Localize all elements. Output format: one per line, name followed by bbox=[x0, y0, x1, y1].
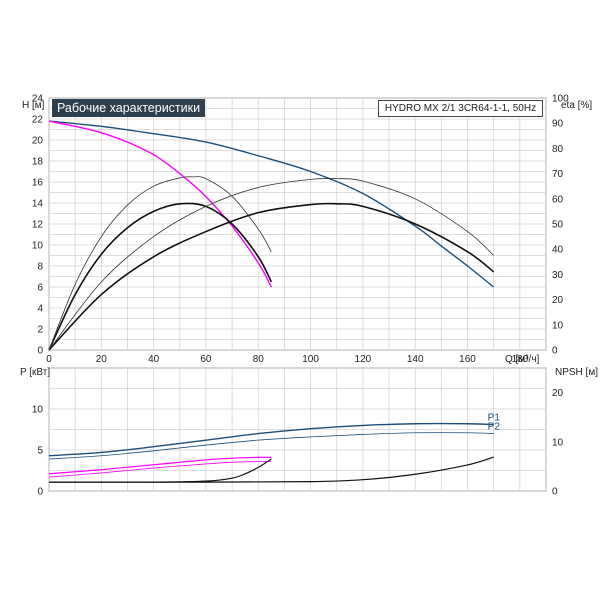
y-tick-label-h: 6 bbox=[37, 283, 43, 294]
y2-tick-label-eta: 40 bbox=[552, 245, 564, 256]
y-axis-label-p: P [кВт] bbox=[20, 367, 50, 378]
y2-tick-label-eta: 70 bbox=[552, 169, 564, 180]
x-tick-label: 140 bbox=[407, 354, 424, 365]
y-tick-label-h: 18 bbox=[32, 157, 44, 168]
bottom-curve-p-0 bbox=[48, 422, 494, 457]
series-label-p1: P1 bbox=[488, 413, 501, 424]
y-tick-label-h: 4 bbox=[37, 304, 43, 315]
y2-tick-label-eta: 30 bbox=[552, 270, 564, 281]
y-tick-label-h: 22 bbox=[32, 115, 44, 126]
x-tick-label: 40 bbox=[148, 354, 160, 365]
x-tick-label: 60 bbox=[200, 354, 212, 365]
y2-tick-label-eta: 50 bbox=[552, 220, 564, 231]
y-tick-label-h: 8 bbox=[37, 262, 43, 273]
y2-tick-label-eta: 100 bbox=[552, 94, 569, 105]
y-tick-label-h: 10 bbox=[32, 241, 44, 252]
bottom-panel-ticks: 0 5 10 0 10 20 bbox=[32, 388, 564, 497]
x-axis-label-q: Q [м³/ч] bbox=[505, 354, 540, 365]
x-tick-label: 0 bbox=[46, 354, 52, 365]
y-tick-label-h: 16 bbox=[32, 178, 44, 189]
bottom-curve-p-3 bbox=[48, 461, 272, 478]
bottom-curve-p-2 bbox=[48, 456, 272, 475]
x-tick-label: 180 bbox=[511, 354, 528, 365]
top-curve-h-1 bbox=[48, 120, 272, 288]
x-tick-label: 80 bbox=[253, 354, 265, 365]
y-tick-label-p: 5 bbox=[37, 446, 43, 457]
y-axis-label-h: H [м] bbox=[22, 100, 45, 111]
y-tick-label-p: 10 bbox=[32, 405, 44, 416]
y-tick-label-h: 14 bbox=[32, 199, 44, 210]
top-panel-ticks: 0 20 40 60 80 100 120 140 160 1800246810121416182… bbox=[32, 94, 569, 366]
y-tick-label-h: 12 bbox=[32, 220, 44, 231]
x-tick-label: 20 bbox=[96, 354, 108, 365]
bottom-curve-npsh-5 bbox=[48, 456, 494, 483]
bottom-curve-p-1 bbox=[48, 432, 494, 460]
y2-tick-label-eta: 60 bbox=[552, 194, 564, 205]
y2-tick-label-eta: 10 bbox=[552, 320, 564, 331]
top-panel-grid bbox=[48, 97, 547, 351]
y2-tick-label-eta: 90 bbox=[552, 119, 564, 130]
top-curve-eta-3 bbox=[48, 176, 272, 351]
top-curve-h-0 bbox=[48, 120, 495, 288]
series-label-p2: P2 bbox=[488, 422, 501, 433]
x-tick-label: 160 bbox=[459, 354, 476, 365]
y2-tick-label-npsh: 10 bbox=[552, 437, 564, 448]
x-tick-label: 120 bbox=[355, 354, 372, 365]
y2-tick-label-npsh: 20 bbox=[552, 388, 564, 399]
model-label: HYDRO MX 2/1 3CR64-1-1, 50Hz bbox=[378, 100, 543, 117]
y2-tick-label-eta: 80 bbox=[552, 144, 564, 155]
top-curve-eta-5 bbox=[48, 177, 494, 351]
y-tick-label-p: 0 bbox=[37, 487, 43, 498]
y-tick-label-h: 20 bbox=[32, 136, 44, 147]
top-curve-eta-4 bbox=[48, 202, 495, 351]
y2-tick-label-npsh: 0 bbox=[552, 487, 558, 498]
x-tick-label: 100 bbox=[302, 354, 319, 365]
top-panel-series bbox=[48, 120, 495, 351]
y2-tick-label-eta: 0 bbox=[552, 346, 558, 357]
top-curve-eta-2 bbox=[48, 202, 273, 351]
y2-axis-label-npsh: NPSH [м] bbox=[555, 367, 598, 378]
chart-title: Рабочие характеристики bbox=[52, 99, 205, 117]
y2-axis-label-eta: eta [%] bbox=[561, 100, 592, 111]
y-tick-label-h: 2 bbox=[37, 325, 43, 336]
y-tick-label-h: 24 bbox=[32, 94, 44, 105]
y2-tick-label-eta: 20 bbox=[552, 295, 564, 306]
y-tick-label-h: 0 bbox=[37, 346, 43, 357]
